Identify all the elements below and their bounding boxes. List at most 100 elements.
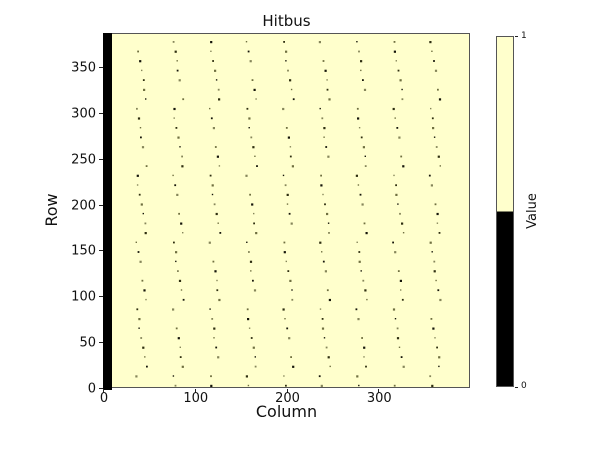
hit-dot (251, 203, 254, 206)
hit-dot (254, 365, 257, 368)
hit-dot (363, 346, 366, 349)
hit-dot (136, 107, 138, 110)
hit-dot (401, 98, 404, 101)
hit-dot (180, 222, 183, 225)
hit-dot (356, 241, 358, 243)
y-tick-label: 350 (71, 60, 96, 76)
hit-dot (322, 193, 324, 196)
hit-dot (327, 155, 330, 158)
hit-dot (209, 174, 212, 177)
hit-dot (401, 298, 404, 301)
hit-dot (248, 327, 251, 329)
hit-dot (217, 222, 219, 224)
hit-dot (181, 165, 184, 168)
y-tick-label: 0 (87, 381, 96, 397)
hit-dot (178, 79, 181, 82)
y-tick-label: 100 (71, 289, 96, 305)
hit-dot (247, 318, 250, 321)
hit-dot (435, 279, 437, 282)
hit-dot (392, 107, 395, 111)
hit-dot (438, 232, 441, 234)
hit-dot (179, 346, 181, 348)
hit-dot (247, 50, 250, 53)
hit-dot (211, 184, 214, 187)
hit-dot (321, 251, 323, 253)
hit-dot (398, 136, 401, 139)
hit-dot (245, 375, 248, 378)
hit-dot (357, 318, 360, 321)
hit-dot (253, 212, 255, 215)
hit-dot (358, 260, 361, 263)
hit-dot (318, 375, 321, 378)
hit-dot (439, 298, 442, 302)
hit-dot (172, 41, 175, 43)
hit-dot (249, 260, 253, 263)
hit-dot (362, 79, 364, 81)
x-tick-mark (103, 389, 104, 393)
hit-dot (246, 241, 248, 243)
hit-dot (433, 136, 436, 138)
hit-dot (322, 60, 325, 62)
hit-dot (358, 384, 360, 387)
hit-dot (360, 136, 363, 139)
hit-dot (252, 346, 255, 349)
hit-dot (394, 117, 396, 119)
hit-dot (360, 69, 362, 72)
hit-dot (325, 146, 328, 148)
hit-dot (434, 69, 438, 72)
hit-dot (173, 107, 176, 111)
hit-dot (285, 384, 287, 387)
hit-dot (430, 107, 432, 110)
hit-dot (210, 384, 213, 387)
hit-dot (397, 69, 400, 72)
hit-dot (290, 88, 293, 91)
hit-dot (249, 60, 252, 63)
y-tick-mark (99, 296, 103, 298)
hit-dot (395, 184, 397, 187)
hit-dot (323, 136, 325, 138)
hit-dot (429, 375, 432, 378)
hit-dot (402, 365, 405, 368)
hit-dot (175, 127, 178, 129)
hit-dot (290, 356, 292, 358)
hit-dot (355, 308, 358, 311)
hit-dot (364, 155, 366, 157)
hit-dot (142, 79, 145, 81)
hit-dot (283, 375, 285, 377)
hit-dot (361, 203, 364, 206)
hit-dot (285, 260, 287, 263)
hit-dot (323, 337, 326, 339)
hit-dot (174, 384, 177, 387)
hit-dot (320, 384, 323, 387)
hit-dot (327, 356, 330, 359)
hit-dot (138, 193, 141, 196)
hit-dot (142, 212, 144, 215)
hit-dot (325, 346, 328, 349)
x-tick-label: 0 (99, 391, 109, 406)
hit-dot (212, 127, 215, 130)
hit-dot (438, 365, 440, 368)
hit-dot (250, 337, 253, 339)
colorbar-label: Value (525, 193, 540, 229)
hit-dot (326, 79, 328, 81)
hit-dot (319, 241, 322, 244)
hit-dot (246, 308, 249, 311)
y-tick-label: 300 (71, 106, 96, 122)
hit-dot (143, 289, 146, 292)
hit-dot (327, 222, 330, 224)
hit-dot (358, 127, 361, 129)
hit-dot (393, 174, 395, 177)
hit-dot (430, 318, 433, 320)
hit-dot (363, 222, 366, 225)
hit-dot (144, 356, 146, 358)
hit-dot (433, 260, 436, 263)
hit-dot (324, 270, 327, 273)
y-tick-mark (99, 388, 103, 389)
hit-dot (177, 136, 180, 139)
hit-dot (141, 279, 144, 282)
hit-dot (214, 69, 217, 72)
hit-dot (246, 107, 249, 110)
hit-dot (248, 117, 251, 120)
hit-dot (320, 174, 322, 177)
